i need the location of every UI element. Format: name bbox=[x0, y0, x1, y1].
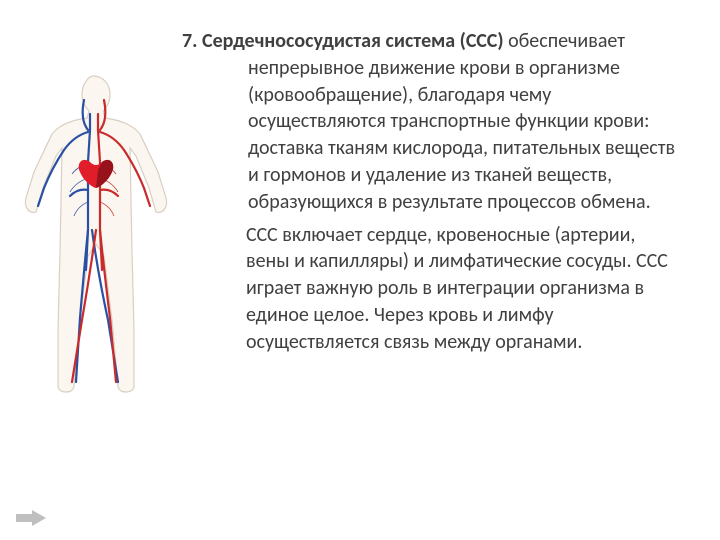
slide-arrow-icon bbox=[16, 510, 46, 526]
bullet-icon bbox=[24, 222, 38, 356]
paragraph-2: ССС включает сердце, кровеносные (артери… bbox=[48, 222, 682, 356]
text-column: 7. Сердечнососудистая система (ССС) обес… bbox=[182, 18, 682, 522]
paragraph-1: 7. Сердечнососудистая система (ССС) обес… bbox=[182, 28, 682, 216]
paragraph-1-body: обеспечивает непрерывное движение крови … bbox=[248, 29, 675, 214]
slide: 7. Сердечнососудистая система (ССС) обес… bbox=[0, 0, 720, 540]
paragraph-2-wrap: ССС включает сердце, кровеносные (артери… bbox=[24, 222, 682, 356]
paragraph-1-title: 7. Сердечнососудистая система (ССС) bbox=[182, 29, 508, 53]
